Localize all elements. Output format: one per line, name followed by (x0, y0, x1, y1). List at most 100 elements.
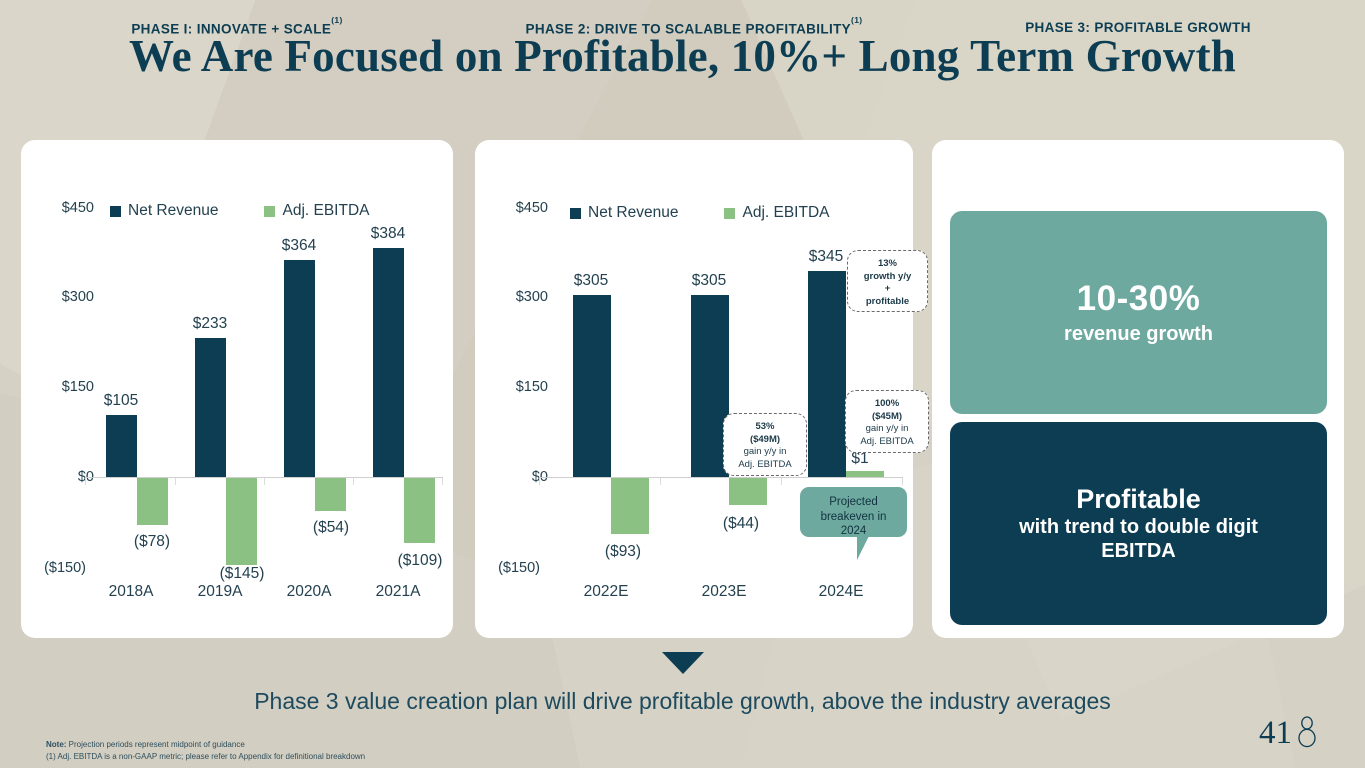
breakeven-bubble-tail-icon (857, 536, 869, 560)
page-number-digits: 41 (1259, 715, 1292, 751)
footnote-note-label: Note: (46, 740, 67, 749)
callout-gain-2024-line3: gain y/y in (865, 423, 909, 435)
callout-gain-2023-line3: gain y/y in (743, 446, 787, 458)
chart-2-bar-adj-ebitda (729, 478, 767, 505)
chart-2-bar-net-revenue (808, 271, 846, 477)
phase-3-card-title: PHASE 3: PROFITABLE GROWTH (1025, 20, 1251, 35)
chart-1-ytick-neg150: ($150) (44, 560, 86, 576)
chart-2-bar-net-revenue (573, 295, 611, 477)
chart-1-ytick-450: $450 (61, 200, 94, 216)
chart-1-tick (175, 478, 176, 485)
chart-2-value-label: $305 (573, 272, 609, 289)
chart-1-bar-net-revenue (373, 248, 404, 477)
legend-item-net-revenue: Net Revenue (110, 202, 218, 220)
phase-2-title-text: PHASE 2: DRIVE TO SCALABLE PROFITABILITY (525, 21, 852, 37)
page-number: 41 (1259, 716, 1317, 750)
legend-swatch-navy-icon (570, 207, 581, 219)
chart-2-bar-net-revenue (691, 295, 729, 477)
callout-growth-2024: 13% growth y/y + profitable (847, 250, 928, 312)
footnotes: Note: Projection periods represent midpo… (46, 739, 365, 763)
legend-item-net-revenue: Net Revenue (570, 204, 678, 222)
legend-label-net-revenue: Net Revenue (588, 204, 679, 221)
legend-swatch-green-icon (724, 207, 736, 219)
phase-1-chart: $450 $300 $150 $0 ($150) $105 ($78) 2018… (21, 140, 453, 638)
chart-1-bar-adj-ebitda (315, 478, 346, 511)
phase-3-navy-block: Profitable with trend to double digit EB… (950, 422, 1327, 625)
legend-swatch-navy-icon (110, 205, 121, 217)
callout-growth-line2: growth y/y (863, 270, 912, 282)
chart-1-category-label: 2020A (286, 583, 332, 600)
down-arrow-icon (662, 652, 704, 674)
breakeven-callout-bubble: Projected breakeven in 2024 (800, 487, 907, 537)
chart-1-value-label: ($54) (312, 519, 350, 536)
phase-1-footnote-marker: (1) (331, 15, 343, 26)
chart-1-bar-net-revenue (195, 338, 226, 477)
chart-1-tick (353, 478, 354, 485)
callout-growth-line3: + (884, 283, 891, 295)
callout-gain-2024-line1: 100% (874, 398, 900, 409)
chart-2-bar-adj-ebitda (846, 471, 884, 477)
chart-1-value-label: ($78) (133, 533, 171, 550)
chart-1-value-label: $364 (281, 237, 317, 254)
chart-1-tick (442, 478, 443, 485)
phase-3-green-headline: 10-30% (1076, 279, 1201, 318)
chart-2-category-label: 2022E (583, 583, 629, 600)
chart-1-tick (264, 478, 265, 485)
footnote-note: Note: Projection periods represent midpo… (46, 739, 365, 751)
bubble-line2: breakeven in (820, 510, 887, 523)
phase-2-footnote-marker: (1) (851, 15, 863, 26)
callout-gain-2024-line2: ($45M) (871, 410, 903, 422)
legend-label-adj-ebitda: Adj. EBITDA (742, 204, 830, 221)
legend-swatch-green-icon (264, 205, 276, 217)
chart-1-ytick-150: $150 (61, 379, 94, 395)
callout-gain-2023-line4: Adj. EBITDA (738, 458, 792, 470)
chart-1-zero-axis (85, 477, 443, 478)
phase-2-card-title: PHASE 2: DRIVE TO SCALABLE PROFITABILITY… (475, 15, 913, 37)
chart-1-ytick-0: $0 (24, 469, 94, 485)
chart-2-category-label: 2024E (818, 583, 864, 600)
chart-2-tick (781, 478, 782, 485)
page-title: We Are Focused on Profitable, 10%+ Long … (128, 31, 1237, 81)
bubble-line1: Projected (829, 496, 878, 508)
chart-1-value-label: ($145) (219, 565, 265, 582)
footnote-1: (1) Adj. EBITDA is a non-GAAP metric; pl… (46, 752, 366, 761)
chart-2-ytick-150: $150 (515, 379, 548, 395)
phase-1-title-text: PHASE I: INNOVATE + SCALE (131, 21, 332, 37)
legend-label-adj-ebitda: Adj. EBITDA (282, 202, 370, 219)
chart-1-ytick-300: $300 (61, 289, 94, 305)
chart-2-legend: Net Revenue Adj. EBITDA (570, 204, 829, 222)
chart-2-value-label: $305 (691, 272, 727, 289)
chart-1-bar-adj-ebitda (226, 478, 257, 565)
chart-2-value-label: $1 (851, 450, 869, 467)
phase-3-navy-line2: with trend to double digit (1019, 515, 1258, 538)
stacked-stones-logo-icon (1298, 716, 1316, 748)
chart-2-ytick-neg150: ($150) (498, 560, 540, 576)
callout-gain-2023-line2: ($49M) (749, 433, 781, 445)
callout-gain-2023: 53% ($49M) gain y/y in Adj. EBITDA (723, 413, 807, 476)
chart-1-legend: Net Revenue Adj. EBITDA (110, 202, 369, 220)
chart-1-value-label: $233 (192, 315, 228, 332)
chart-2-ytick-300: $300 (515, 289, 548, 305)
chart-2-tick (902, 478, 903, 485)
chart-2-category-label: 2023E (701, 583, 747, 600)
bottom-caption: Phase 3 value creation plan will drive p… (254, 688, 1111, 714)
phase-1-card-title: PHASE I: INNOVATE + SCALE(1) (21, 15, 453, 37)
chart-2-zero-axis (539, 477, 903, 478)
chart-1-tick (85, 478, 86, 485)
chart-2-tick (660, 478, 661, 485)
legend-item-adj-ebitda: Adj. EBITDA (724, 204, 829, 222)
chart-1-category-label: 2018A (108, 583, 154, 600)
footnote-note-text: Projection periods represent midpoint of… (66, 740, 245, 749)
legend-label-net-revenue: Net Revenue (128, 202, 219, 219)
callout-gain-2024-line4: Adj. EBITDA (860, 435, 914, 447)
phase-3-navy-line3: EBITDA (1101, 540, 1176, 562)
chart-2-tick (539, 478, 540, 485)
callout-growth-line1: 13% (877, 258, 897, 269)
phase-2-chart: $450 $300 $150 $0 ($150) $305 ($93) 2022… (475, 140, 913, 638)
callout-gain-2023-line1: 53% (755, 421, 775, 432)
chart-1-bar-adj-ebitda (137, 478, 168, 525)
bubble-line3: 2024 (840, 525, 867, 538)
chart-2-ytick-0: $0 (478, 469, 548, 485)
chart-2-value-label: $345 (808, 248, 844, 265)
chart-2-value-label: ($44) (722, 515, 760, 532)
